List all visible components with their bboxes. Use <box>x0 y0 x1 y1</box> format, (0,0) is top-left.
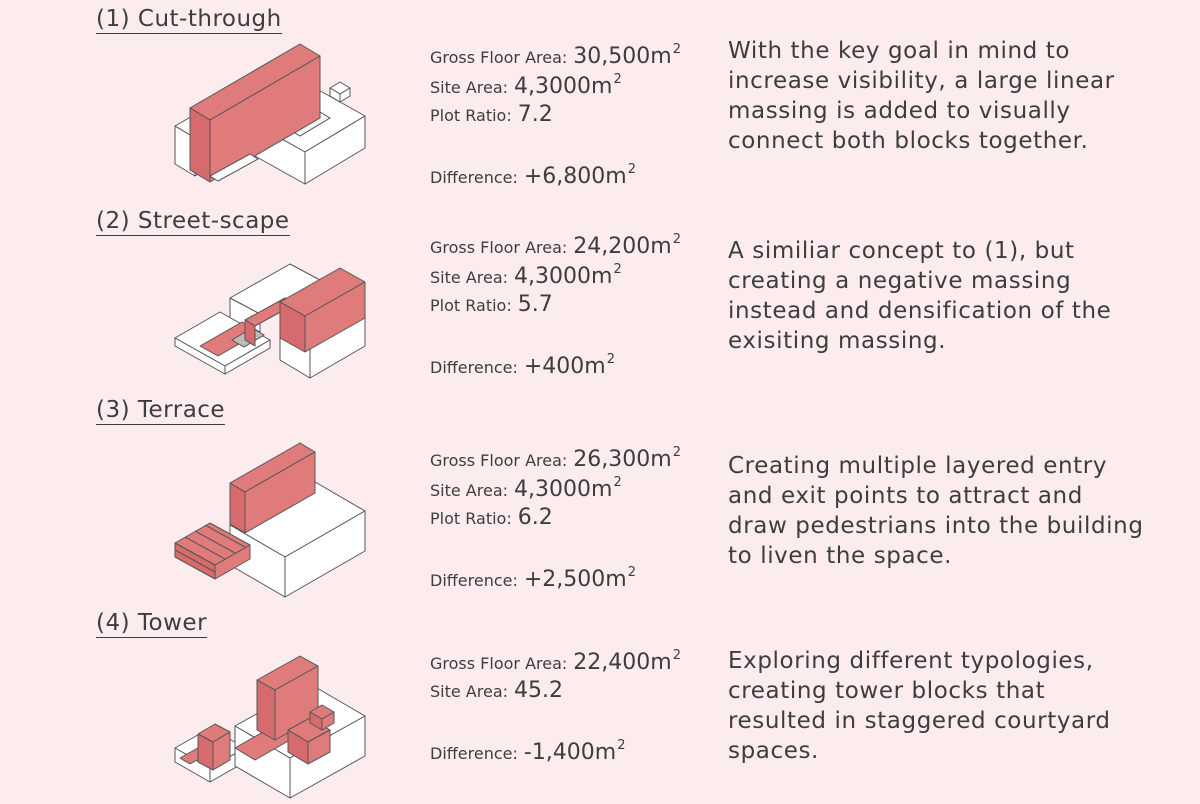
plot-ratio: Plot Ratio: 7.2 <box>430 102 553 127</box>
gross-floor-area: Gross Floor Area: 24,200m2 <box>430 232 681 259</box>
section-terrace: (3) Terrace Gross Floor Area: 26,300m2 Si… <box>0 397 1200 598</box>
section-title: (2) Street-scape <box>96 208 290 236</box>
site-area: Site Area: 4,3000m2 <box>430 475 622 502</box>
site-area: Site Area: 45.2 <box>430 678 563 703</box>
section-street-scape: (2) Street-scape Gross <box>0 208 1200 398</box>
difference: Difference: -1,400m2 <box>430 738 626 765</box>
section-description: With the key goal in mind to increase vi… <box>728 38 1115 154</box>
site-area: Site Area: 4,3000m2 <box>430 262 622 289</box>
difference: Difference: +6,800m2 <box>430 162 637 189</box>
massing-diagram-cut-through <box>160 26 380 196</box>
gross-floor-area: Gross Floor Area: 26,300m2 <box>430 445 681 472</box>
section-description: Exploring different typologies, creating… <box>728 648 1111 764</box>
massing-diagram-street-scape <box>160 228 380 398</box>
plot-ratio: Plot Ratio: 5.7 <box>430 292 553 317</box>
section-description: A similiar concept to (1), but creating … <box>728 238 1112 354</box>
section-description: Creating multiple layered entry and exit… <box>728 453 1144 569</box>
gross-floor-area: Gross Floor Area: 30,500m2 <box>430 42 681 69</box>
difference: Difference: +400m2 <box>430 352 616 379</box>
section-title: (4) Tower <box>96 610 208 638</box>
section-tower: (4) Tower <box>0 610 1200 800</box>
section-cut-through: (1) Cut-through Gross Floor Ar <box>0 6 1200 200</box>
difference: Difference: +2,500m2 <box>430 565 637 592</box>
section-title: (3) Terrace <box>96 397 226 425</box>
massing-diagram-tower <box>160 630 380 800</box>
section-title: (1) Cut-through <box>96 6 282 34</box>
gross-floor-area: Gross Floor Area: 22,400m2 <box>430 648 681 675</box>
site-area: Site Area: 4,3000m2 <box>430 72 622 99</box>
plot-ratio: Plot Ratio: 6.2 <box>430 505 553 530</box>
massing-diagram-terrace <box>160 417 380 598</box>
